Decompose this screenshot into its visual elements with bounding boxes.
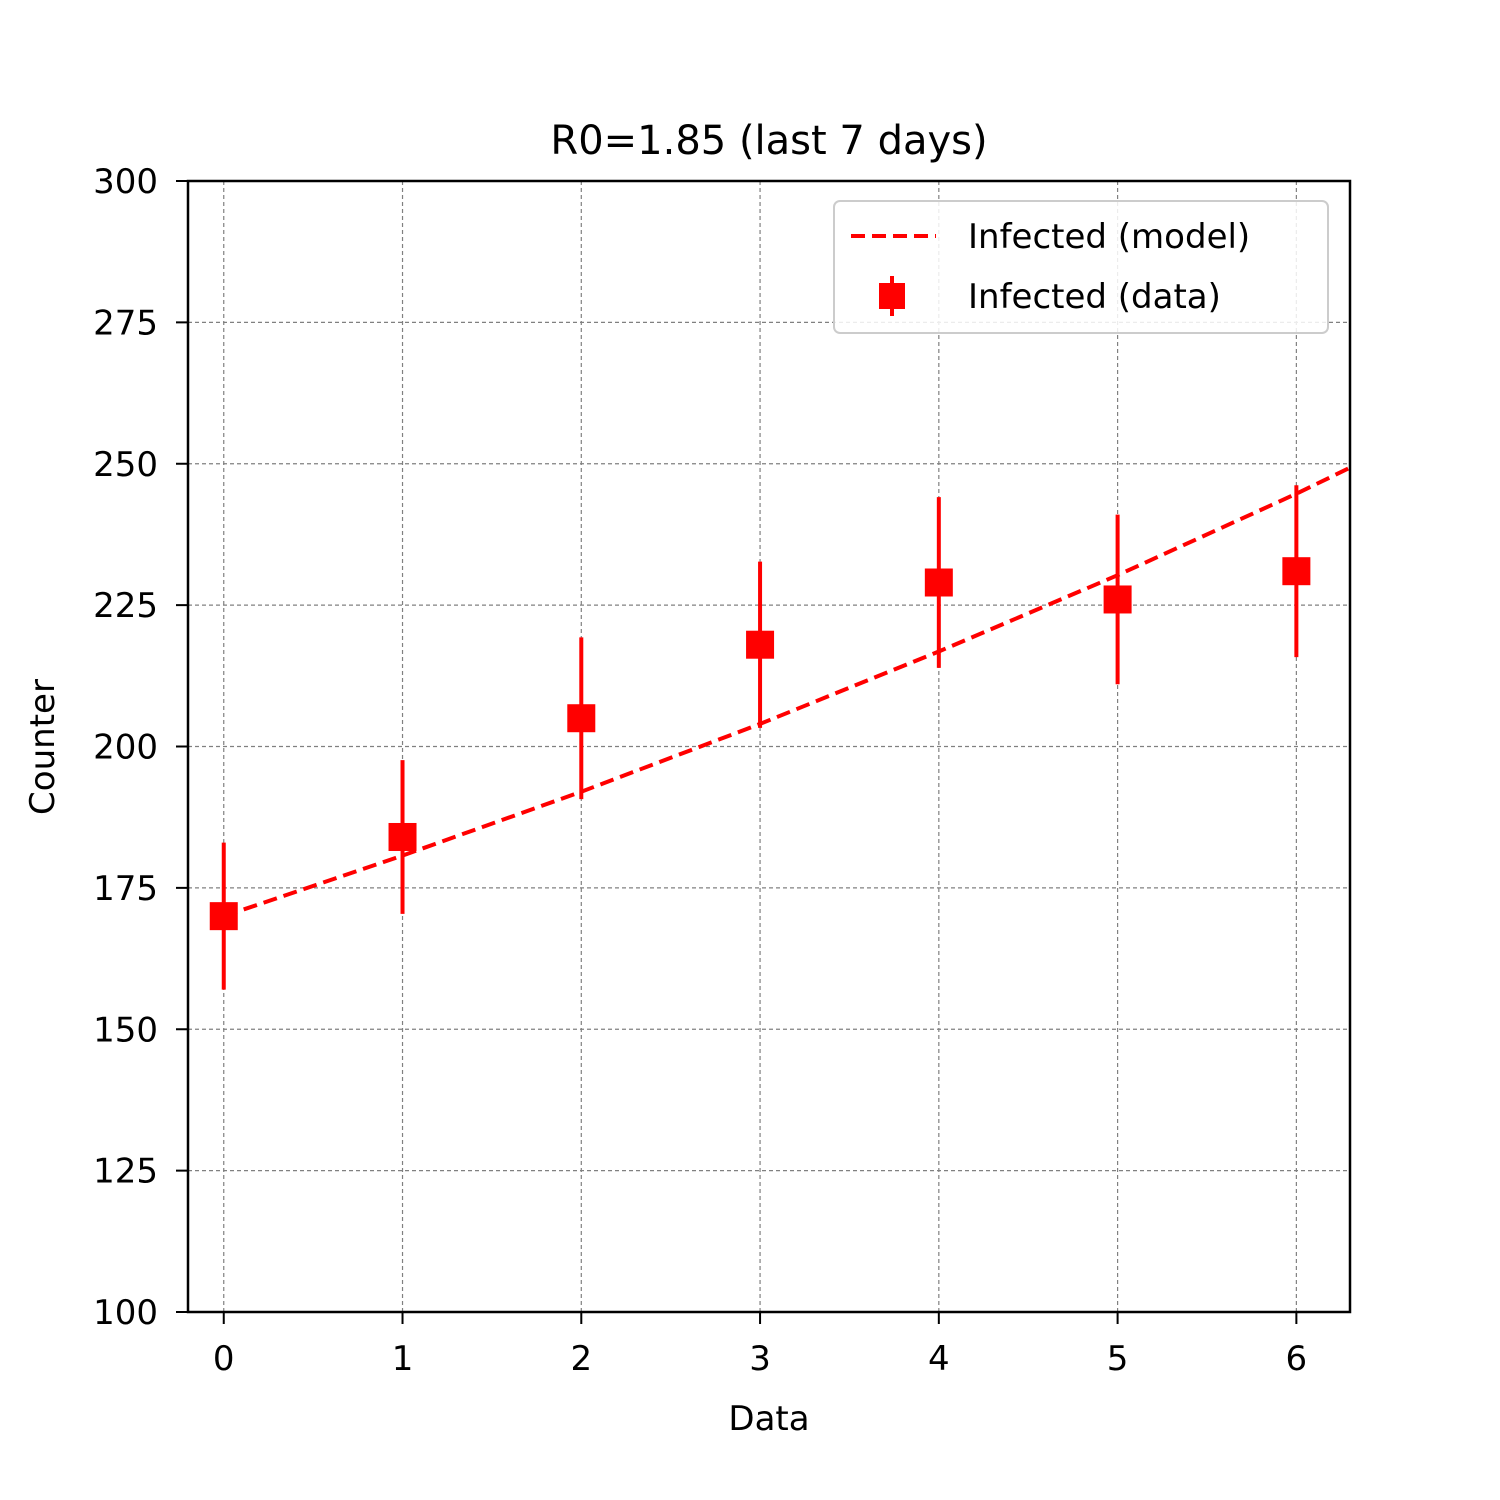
data-series (209, 485, 1311, 990)
data-point (746, 630, 775, 659)
y-tick-label: 100 (93, 1293, 158, 1333)
x-tick-label: 0 (213, 1339, 235, 1379)
legend-box (833, 200, 1329, 334)
y-axis-label: Counter (23, 679, 63, 815)
x-tick-label: 4 (928, 1339, 950, 1379)
y-tick-label: 150 (93, 1010, 158, 1050)
legend-model-label: Infected (model) (968, 217, 1250, 257)
y-axis-ticks: 100 125 150 175 200 225 250 275 300 (93, 162, 188, 1333)
x-tick-label: 6 (1286, 1339, 1308, 1379)
data-point (388, 822, 417, 851)
chart-title: R0=1.85 (last 7 days) (550, 118, 987, 164)
y-tick-label: 250 (93, 445, 158, 485)
x-axis-ticks: 0 1 2 3 4 5 6 (213, 1312, 1307, 1379)
data-point (1103, 585, 1132, 614)
legend-data-marker (879, 283, 905, 309)
data-point (924, 568, 953, 597)
y-tick-label: 300 (93, 162, 158, 202)
y-tick-label: 225 (93, 586, 158, 626)
x-tick-label: 3 (749, 1339, 771, 1379)
y-tick-label: 125 (93, 1152, 158, 1192)
legend: Infected (model) Infected (data) (833, 200, 1329, 334)
model-line (223, 465, 1351, 919)
data-point (209, 902, 238, 931)
y-tick-label: 175 (93, 869, 158, 909)
model-series (223, 465, 1351, 919)
legend-data-label: Infected (data) (968, 277, 1221, 317)
x-tick-label: 2 (570, 1339, 592, 1379)
x-axis-label: Data (728, 1399, 809, 1439)
x-tick-label: 5 (1107, 1339, 1129, 1379)
data-point (1282, 557, 1311, 586)
y-tick-label: 200 (93, 728, 158, 768)
x-tick-label: 1 (392, 1339, 414, 1379)
y-tick-label: 275 (93, 303, 158, 343)
data-point (567, 704, 596, 733)
